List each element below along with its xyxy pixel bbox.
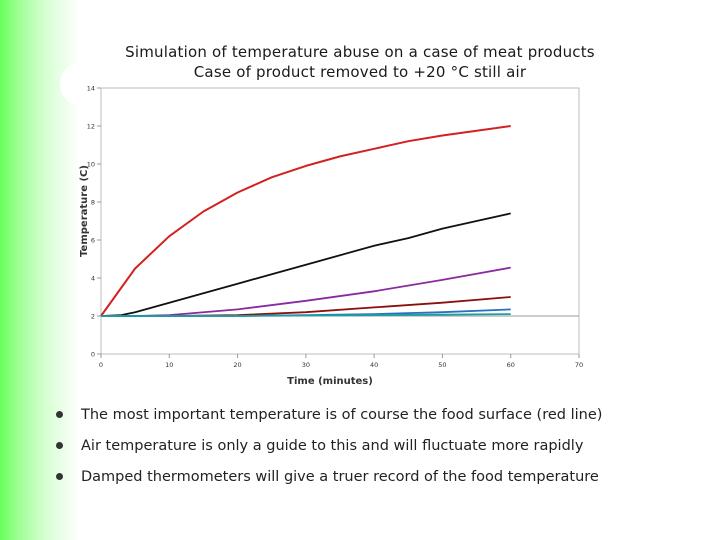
- chart-title-line2: Case of product removed to +20 °C still …: [193, 63, 527, 81]
- bullet-dot-icon: [56, 473, 63, 480]
- chart-title: Simulation of temperature abuse on a cas…: [60, 42, 660, 82]
- series-line-1: [100, 125, 511, 317]
- x-tick-label: 60: [507, 361, 515, 369]
- y-tick-label: 4: [91, 275, 95, 283]
- y-axis-label: Temperature (C): [79, 165, 90, 257]
- x-tick-label: 20: [233, 361, 241, 369]
- bullet-item: Damped thermometers will give a truer re…: [56, 464, 602, 495]
- chart-title-line1: Simulation of temperature abuse on a cas…: [125, 43, 595, 61]
- series-line-2: [100, 212, 511, 317]
- y-tick-label: 2: [91, 313, 95, 321]
- y-tick-label: 0: [91, 351, 95, 359]
- x-tick-label: 50: [438, 361, 446, 369]
- y-tick-label: 10: [87, 161, 95, 169]
- x-axis-label: Time (minutes): [287, 376, 373, 387]
- bullet-item: The most important temperature is of cou…: [56, 402, 602, 433]
- x-tick-label: 10: [165, 361, 173, 369]
- y-tick-label: 8: [91, 199, 95, 207]
- x-tick-label: 40: [370, 361, 378, 369]
- y-tick-label: 14: [87, 85, 95, 93]
- x-tick-label: 30: [302, 361, 310, 369]
- bullet-item: Air temperature is only a guide to this …: [56, 433, 602, 464]
- x-tick-label: 0: [99, 361, 103, 369]
- x-tick-label: 70: [575, 361, 583, 369]
- y-tick-label: 6: [91, 237, 95, 245]
- bullet-dot-icon: [56, 442, 63, 449]
- series-line-6: [101, 313, 511, 317]
- y-tick-label: 12: [87, 123, 95, 131]
- bullet-dot-icon: [56, 411, 63, 418]
- bullet-list: The most important temperature is of cou…: [56, 402, 602, 495]
